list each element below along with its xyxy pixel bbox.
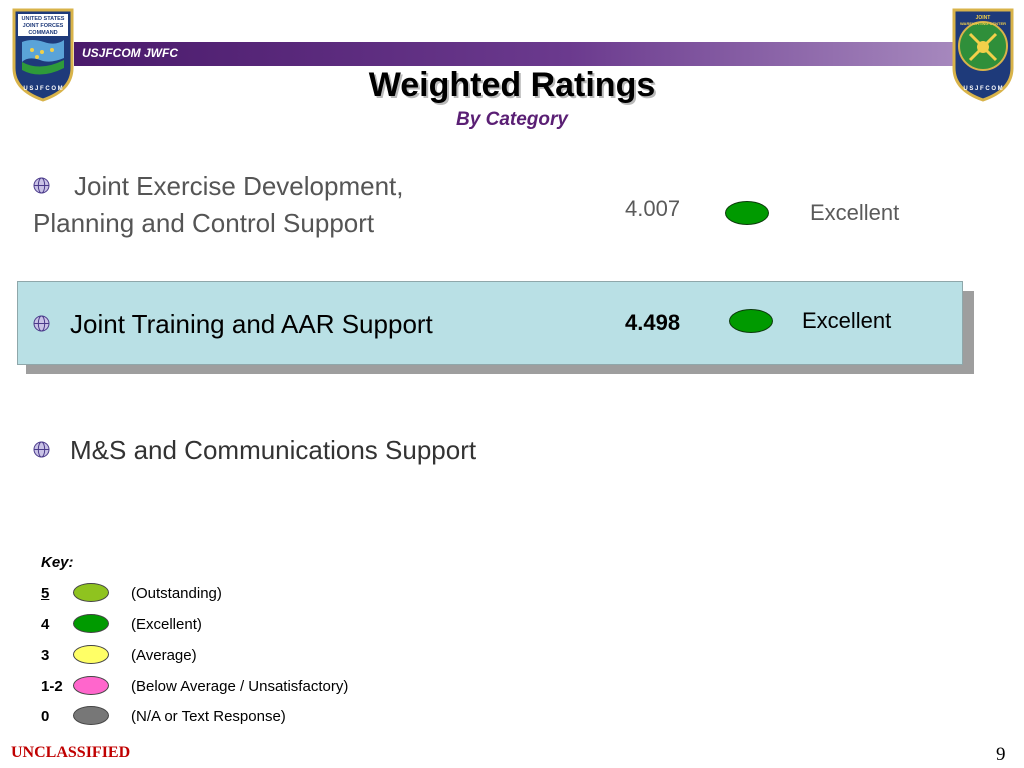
key-swatch (73, 645, 109, 664)
seal-text-line: WARFIGHTING CENTER (960, 21, 1006, 26)
category-score: 4.007 (625, 196, 681, 221)
key-value: 1-2 (41, 678, 63, 695)
key-swatch (73, 676, 109, 695)
category-label: Joint Training and AAR Support (70, 309, 433, 339)
page-number: 9 (996, 744, 1006, 765)
key-label: (Excellent) (131, 616, 202, 633)
key-value: 3 (41, 647, 50, 664)
page-title: Weighted Ratings (368, 66, 656, 104)
category-score: 4.498 (625, 310, 681, 335)
globe-bullet-icon (33, 441, 50, 458)
key-row: 0 (N/A or Text Response) (0, 706, 600, 728)
category-rating: Excellent (802, 308, 892, 333)
key-label: (Outstanding) (131, 585, 222, 602)
key-label: (Below Average / Unsatisfactory) (131, 678, 349, 695)
rating-indicator (725, 201, 769, 225)
seal-text-line: JOINT (976, 15, 991, 21)
usjfcom-seal-icon: UNITED STATES JOINT FORCES COMMAND U S J… (10, 6, 76, 102)
key-swatch (73, 706, 109, 725)
key-row: 3 (Average) (0, 645, 600, 667)
key-row: 1-2 (Below Average / Unsatisfactory) (0, 676, 600, 698)
category-rating: Excellent (810, 200, 900, 225)
page-subtitle: By Category (456, 109, 568, 130)
key-swatch (73, 614, 109, 633)
seal-ring-text: U S J F C O M (23, 86, 62, 92)
rating-indicator (729, 309, 773, 333)
header-banner (74, 42, 974, 66)
key-row: 4 (Excellent) (0, 614, 600, 636)
classification-label: UNCLASSIFIED (11, 744, 131, 761)
seal-text-line: COMMAND (28, 30, 57, 36)
jwfc-seal-icon: JOINT WARFIGHTING CENTER U S J F C O M (950, 6, 1016, 102)
category-label: M&S and Communications Support (70, 435, 477, 465)
globe-bullet-icon (33, 177, 50, 194)
seal-text-line: UNITED STATES (22, 16, 65, 22)
key-label: (N/A or Text Response) (131, 708, 286, 725)
key-label: (Average) (131, 647, 197, 664)
globe-bullet-icon (33, 315, 50, 332)
category-label: Joint Exercise Development, Planning and… (33, 168, 403, 242)
key-value: 0 (41, 708, 50, 725)
category-line: Joint Exercise Development, (74, 171, 404, 201)
key-value: 4 (41, 616, 50, 633)
org-label: USJFCOM JWFC (82, 46, 178, 60)
seal-text-line: JOINT FORCES (23, 23, 64, 29)
key-value: 5 (41, 585, 50, 602)
key-row: 5 (Outstanding) (0, 583, 600, 605)
highlight-band (17, 281, 963, 365)
key-swatch (73, 583, 109, 602)
seal-ring-text: U S J F C O M (963, 86, 1002, 92)
category-line: Planning and Control Support (33, 208, 375, 238)
key-title: Key: (41, 554, 74, 571)
